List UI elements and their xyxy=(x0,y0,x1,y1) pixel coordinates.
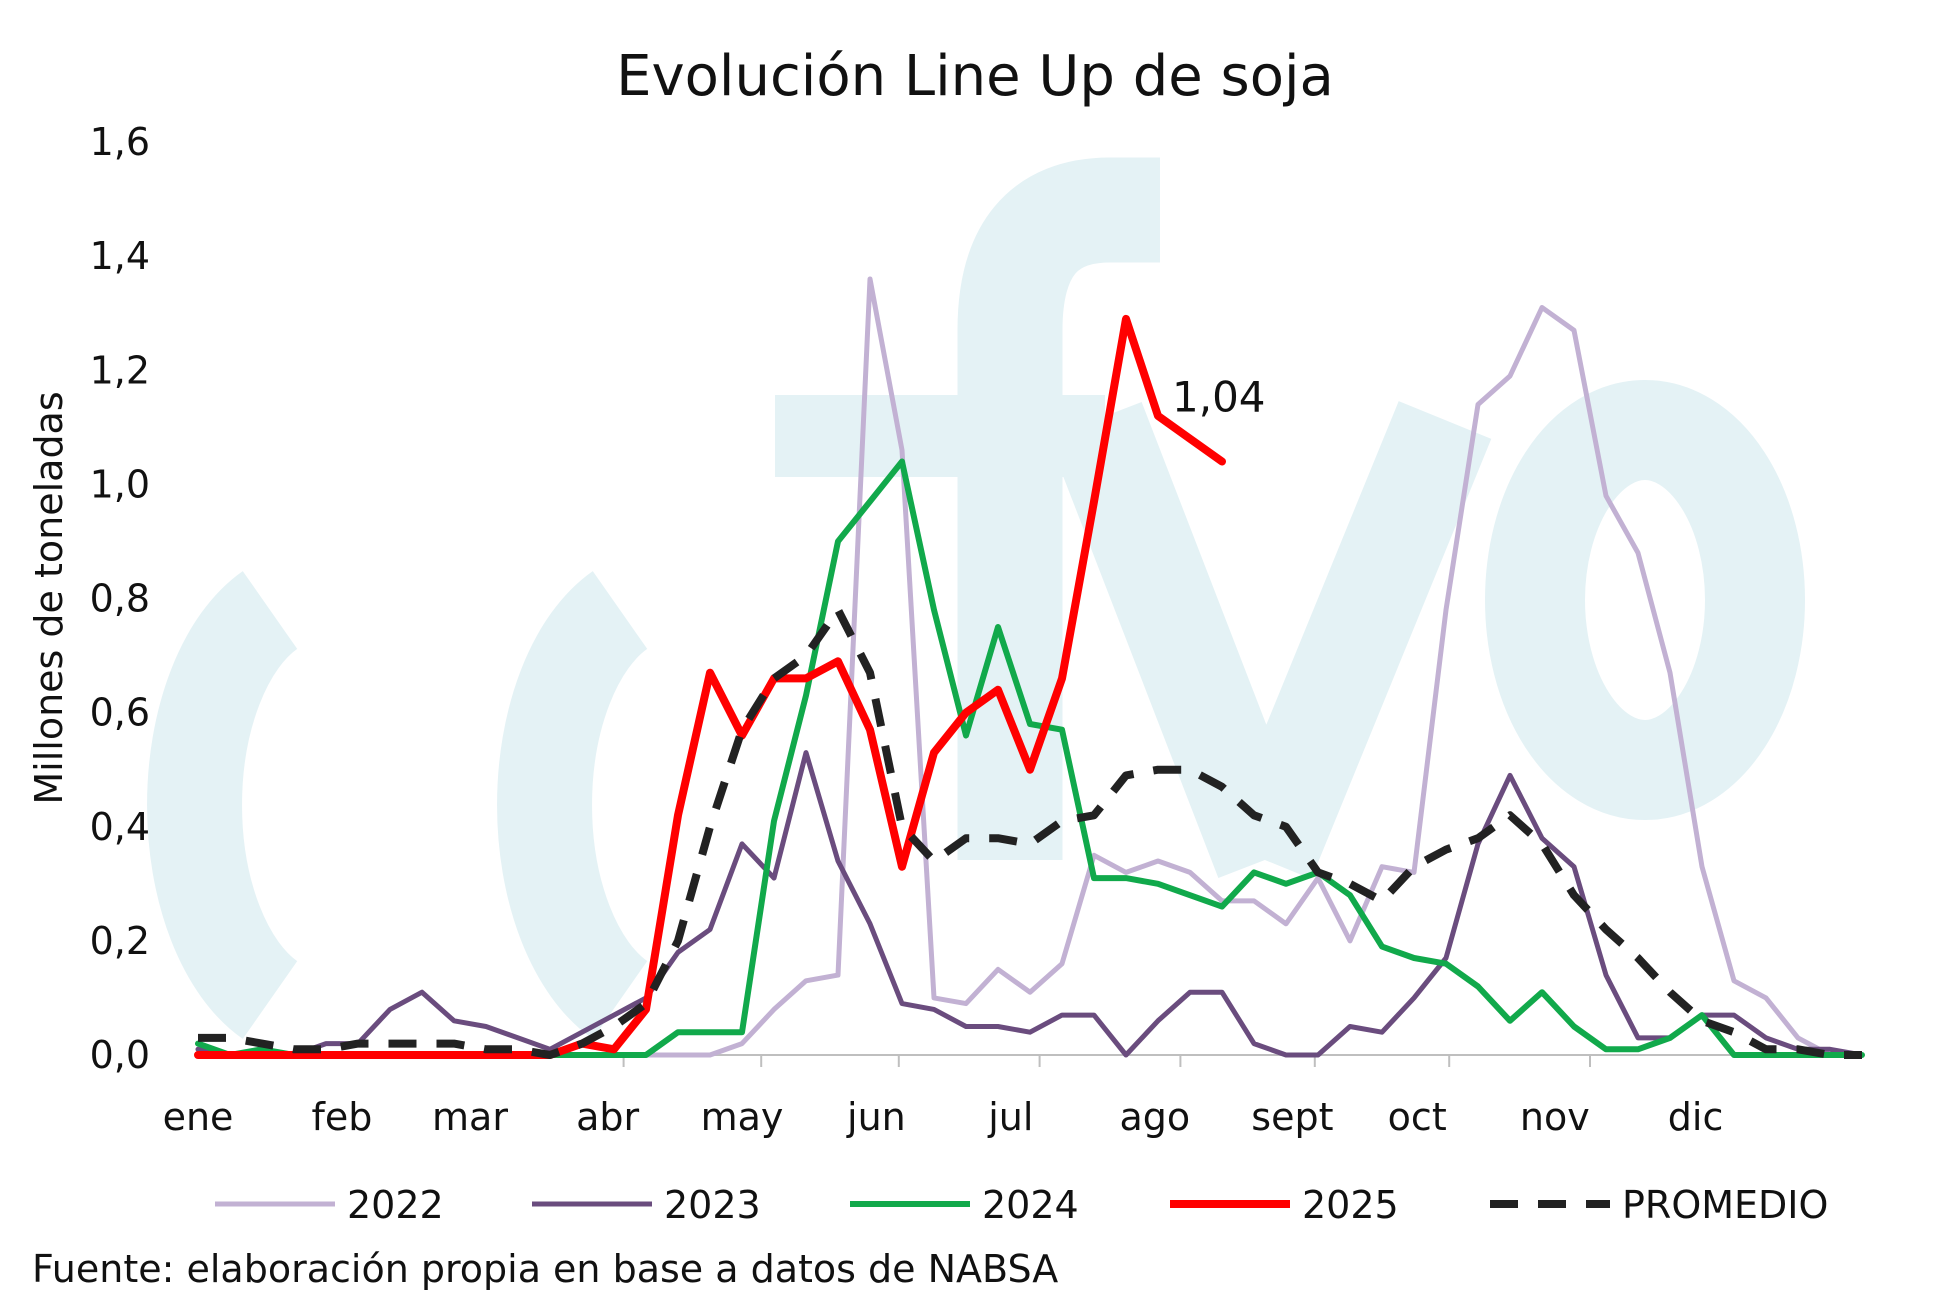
x-tick-label: abr xyxy=(576,1095,639,1139)
watermark-arc-mid xyxy=(497,571,649,1039)
legend-label-promedio: PROMEDIO xyxy=(1622,1183,1828,1227)
series-line-promedio xyxy=(198,605,1862,1059)
legend: 2022 2023 2024 2025 PROMEDIO xyxy=(215,1183,1828,1227)
watermark-arc-left xyxy=(147,571,299,1039)
watermark-letter-y xyxy=(1048,401,1492,879)
x-tick-label: nov xyxy=(1520,1095,1590,1139)
x-tick-label: feb xyxy=(312,1095,373,1139)
y-tick-label: 0,6 xyxy=(90,691,150,735)
x-axis: ene feb mar abr may jun jul ago sept oct nov dic xyxy=(163,1054,1862,1139)
y-tick-label: 0,8 xyxy=(90,577,150,621)
x-tick-label: jun xyxy=(846,1095,906,1139)
x-tick-label: may xyxy=(701,1095,784,1139)
x-tick-label: jul xyxy=(987,1095,1033,1139)
y-axis: 0,0 0,2 0,4 0,6 0,8 1,0 1,2 1,4 1,6 xyxy=(90,120,150,1077)
annotations: 1,04 xyxy=(1172,373,1266,422)
x-tick-label: dic xyxy=(1668,1095,1724,1139)
legend-label-2022: 2022 xyxy=(347,1183,444,1227)
series-line-2025 xyxy=(194,314,1226,1059)
legend-label-2023: 2023 xyxy=(664,1183,761,1227)
legend-label-2025: 2025 xyxy=(1302,1183,1399,1227)
x-tick-label: ene xyxy=(163,1095,234,1139)
watermark-letter-f-bar xyxy=(775,395,1105,477)
x-tick-label: mar xyxy=(432,1095,508,1139)
x-tick-label: oct xyxy=(1388,1095,1447,1139)
x-tick-label: ago xyxy=(1119,1095,1190,1139)
watermark-letter-o xyxy=(1485,380,1805,820)
source-note: Fuente: elaboración propia en base a dat… xyxy=(32,1247,1058,1291)
x-tick-label: sept xyxy=(1251,1095,1333,1139)
y-tick-label: 1,6 xyxy=(90,120,150,164)
series-layer xyxy=(194,276,1865,1059)
y-tick-label: 1,0 xyxy=(90,462,150,506)
y-tick-label: 1,2 xyxy=(90,348,150,392)
data-label-annotation: 1,04 xyxy=(1172,373,1266,422)
y-axis-label: Millones de toneladas xyxy=(27,391,71,804)
y-tick-label: 1,4 xyxy=(90,234,150,278)
legend-label-2024: 2024 xyxy=(982,1183,1079,1227)
watermark-logo xyxy=(147,157,1805,1039)
watermark-letter-f xyxy=(957,157,1160,860)
chart-title: Evolución Line Up de soja xyxy=(616,44,1334,109)
y-tick-label: 0,4 xyxy=(90,805,150,849)
y-tick-label: 0,0 xyxy=(90,1033,150,1077)
y-tick-label: 0,2 xyxy=(90,919,150,963)
